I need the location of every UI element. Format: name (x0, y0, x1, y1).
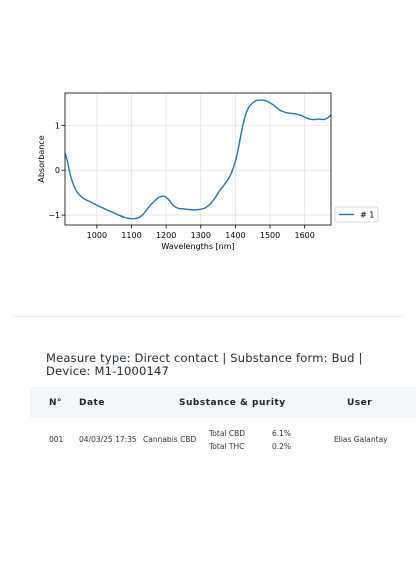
col-header-substance: Substance & purity (179, 398, 286, 408)
x-tick-label: 1000 (87, 231, 107, 240)
x-tick-label: 1600 (294, 231, 314, 240)
axes-frame (64, 92, 332, 226)
series-line-1 (64, 99, 332, 220)
row-substance: Cannabis CBD (143, 435, 197, 444)
purity-value-thc: 0.2% (272, 442, 292, 451)
row-number: 001 (49, 435, 64, 444)
y-tick-label: 0 (55, 166, 60, 175)
purity-value-cbd: 6.1% (272, 429, 292, 438)
col-header-user: User (347, 398, 373, 408)
x-tick-label: 1200 (156, 231, 176, 240)
purity-label-cbd: Total CBD (209, 429, 246, 438)
col-header-number: N° (49, 398, 63, 408)
x-tick-label: 1300 (191, 231, 211, 240)
y-axis-label: Absorbance (37, 135, 46, 182)
purity-label-thc: Total THC (209, 442, 245, 451)
row-date: 04/03/25 17:35 (79, 435, 137, 444)
table-header: N° Date Substance & purity User (30, 387, 416, 418)
y-tick-label: 1 (55, 121, 60, 130)
x-tick-label: 1100 (121, 231, 141, 240)
x-axis-label: Wavelengths [nm] (161, 242, 234, 251)
y-tick-label: −1 (48, 211, 60, 220)
legend: # 1 (334, 206, 379, 223)
x-tick-label: 1500 (260, 231, 280, 240)
section-divider (12, 316, 404, 317)
legend-label-1: # 1 (360, 211, 374, 220)
measure-info: Measure type: Direct contact | Substance… (46, 351, 363, 378)
col-header-date: Date (79, 398, 105, 408)
row-user: Elias Galantay (334, 435, 388, 444)
chart-ticks: 1000 1100 1200 1300 1400 1500 1600 −1 0 1 (48, 121, 315, 240)
absorbance-chart: 1000 1100 1200 1300 1400 1500 1600 −1 0 1 Wavelen… (0, 0, 416, 270)
chart-svg: 1000 1100 1200 1300 1400 1500 1600 −1 0 1 Wavelen… (37, 92, 379, 251)
x-tick-label: 1400 (225, 231, 245, 240)
legend-box (334, 206, 379, 223)
